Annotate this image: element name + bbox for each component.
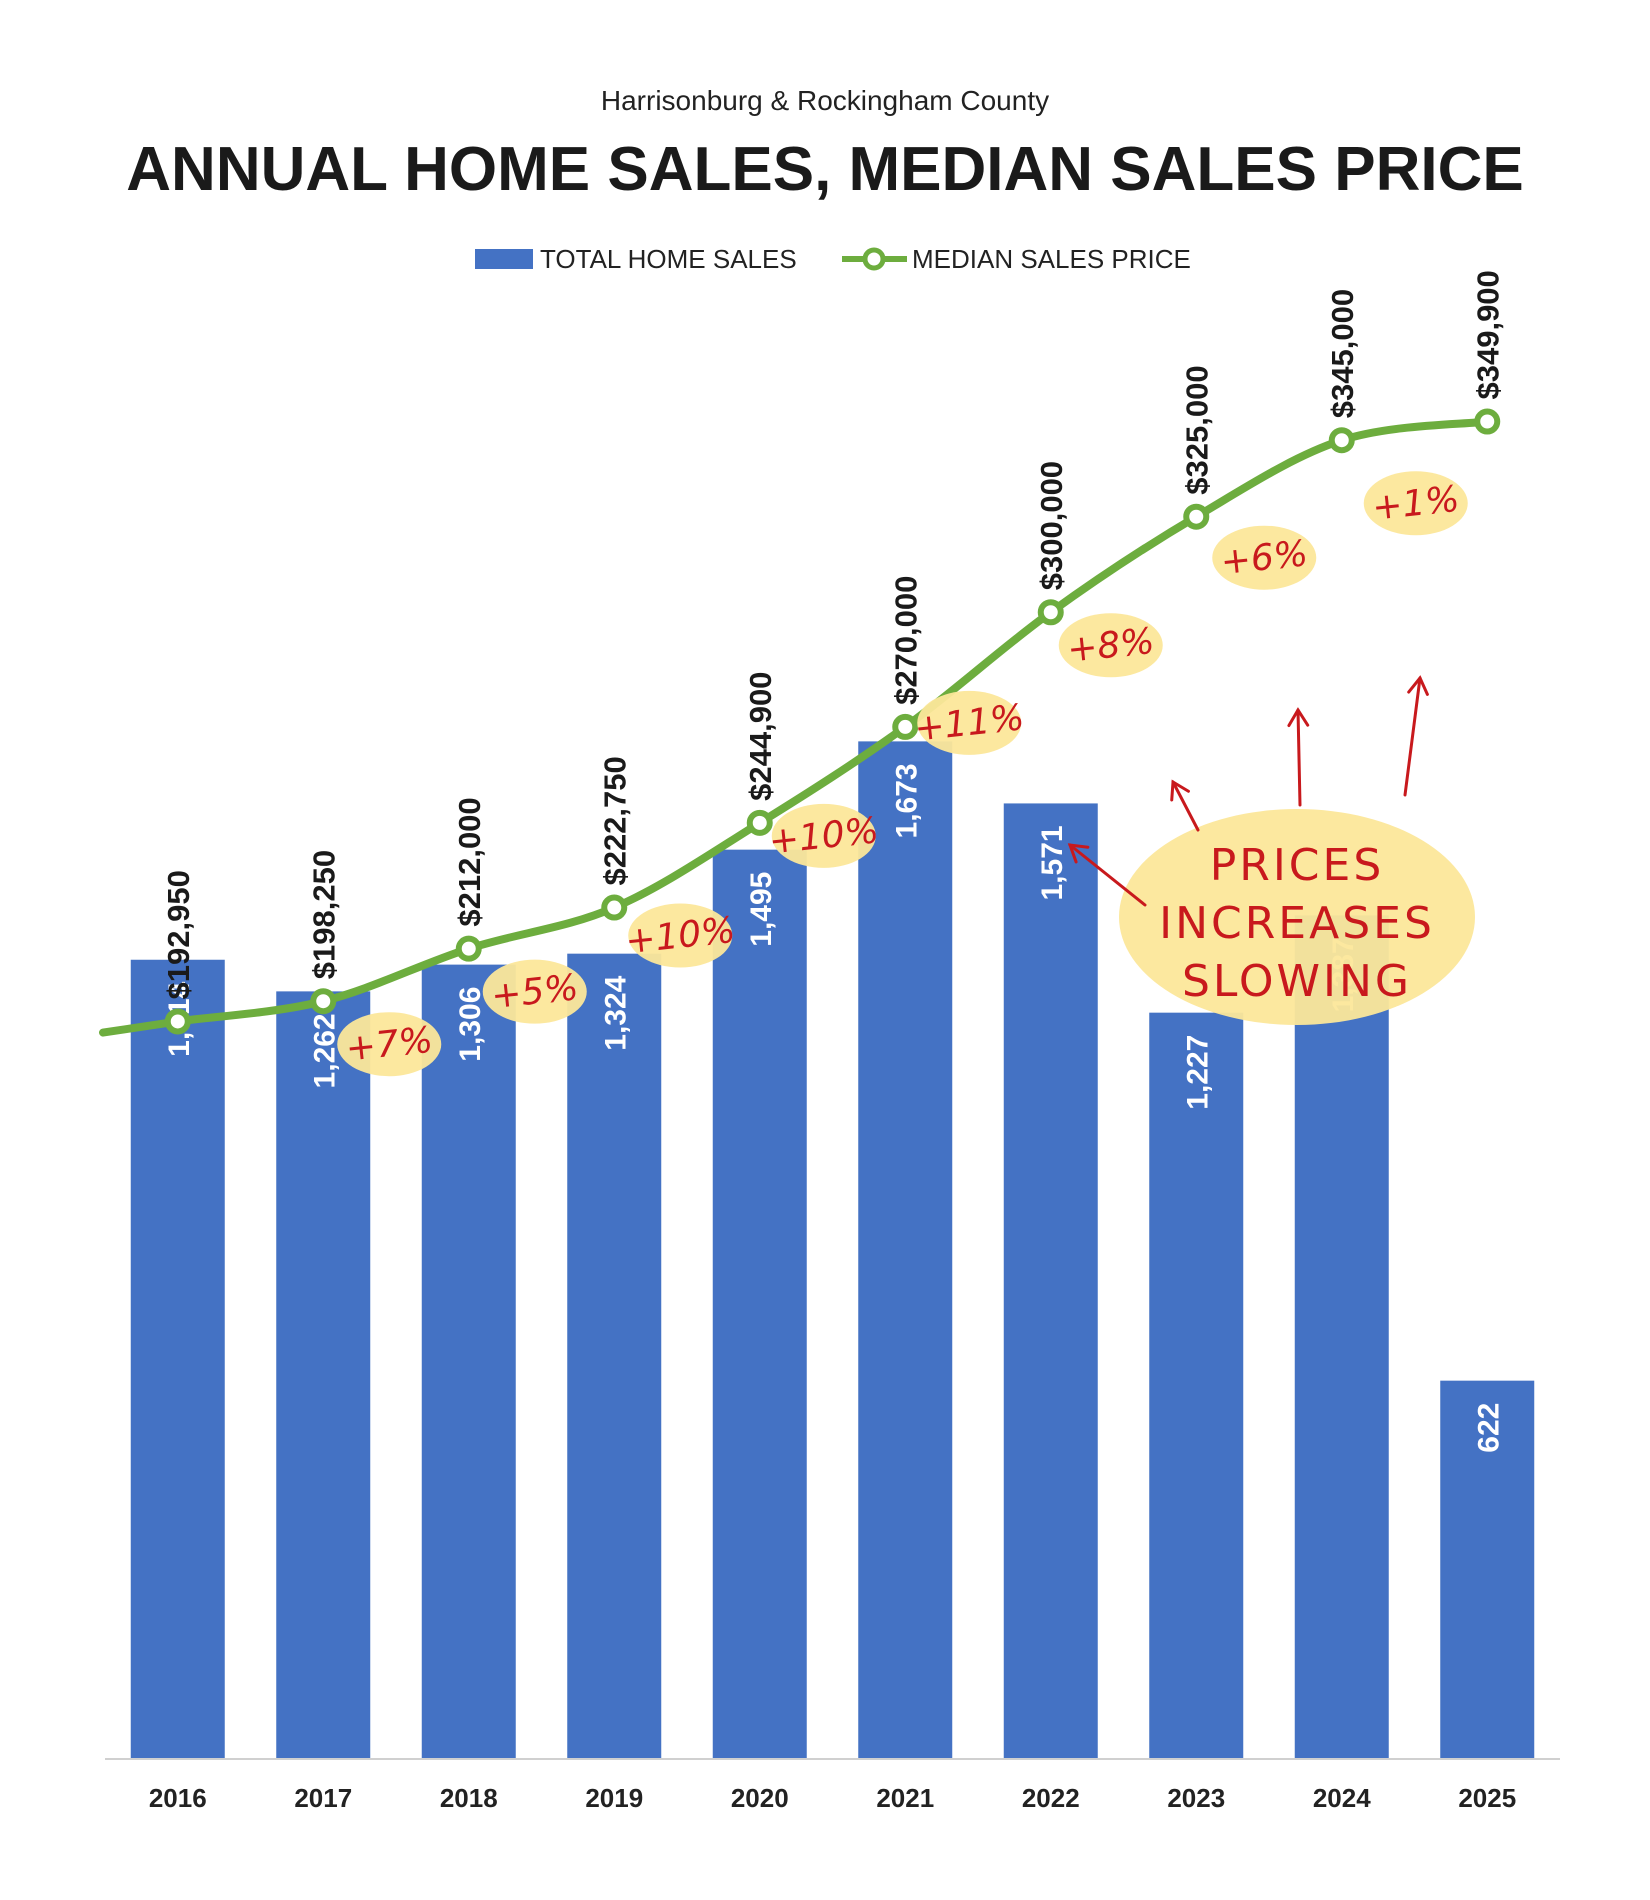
bar-2017 — [276, 991, 371, 1759]
bar-label-2017: 1,262 — [308, 1013, 341, 1088]
x-tick-label: 2020 — [731, 1783, 789, 1813]
legend: TOTAL HOME SALES MEDIAN SALES PRICE — [475, 244, 1191, 274]
bar-label-2019: 1,324 — [599, 975, 632, 1050]
price-series — [99, 408, 1501, 1037]
bar-series — [130, 741, 1535, 1759]
bar-2021 — [858, 741, 953, 1759]
price-label-2019: $222,750 — [597, 756, 632, 885]
chart-title: ANNUAL HOME SALES, MEDIAN SALES PRICE — [126, 135, 1523, 204]
callout-arrowhead — [1170, 779, 1190, 802]
bar-2025 — [1440, 1380, 1535, 1759]
price-point-2018 — [455, 935, 482, 962]
change-highlight — [337, 1012, 442, 1077]
legend-label-median-price: MEDIAN SALES PRICE — [912, 244, 1191, 274]
callout-arrowhead — [1287, 707, 1310, 728]
bar-label-2018: 1,306 — [454, 987, 487, 1062]
bar-2024 — [1294, 915, 1389, 1759]
change-highlight — [482, 959, 587, 1024]
price-point-2022 — [1037, 599, 1064, 626]
change-label: +7% — [344, 1020, 435, 1070]
price-label-2017: $198,250 — [306, 850, 341, 979]
price-label-2016: $192,950 — [161, 870, 196, 999]
x-tick-label: 2025 — [1458, 1783, 1516, 1813]
price-point-2019 — [601, 894, 628, 921]
x-tick-label: 2021 — [876, 1783, 934, 1813]
price-point-2023 — [1183, 503, 1210, 530]
price-point-2021 — [892, 713, 919, 740]
callout-highlight — [1119, 809, 1475, 1025]
change-label: +1% — [1370, 479, 1461, 529]
x-tick-label: 2023 — [1167, 1783, 1225, 1813]
change-highlight — [1058, 613, 1163, 678]
change-label: +8% — [1065, 621, 1156, 671]
price-data-labels: $192,950 $198,250 $212,000 $222,750 $244,900… — [161, 270, 1506, 999]
bar-label-2020: 1,495 — [745, 872, 778, 947]
bar-2020 — [712, 849, 807, 1759]
price-label-2018: $212,000 — [452, 797, 487, 926]
x-tick-label: 2016 — [149, 1783, 207, 1813]
x-tick-label: 2022 — [1022, 1783, 1080, 1813]
price-label-2023: $325,000 — [1179, 365, 1214, 494]
callout-text-line: SLOWING — [1182, 956, 1412, 1007]
bar-2016 — [130, 959, 225, 1759]
change-highlight — [771, 803, 876, 868]
callout-arrow — [1296, 708, 1302, 807]
bar-label-2021: 1,673 — [890, 763, 923, 838]
callout-arrowhead — [1067, 843, 1090, 864]
callout-text-line: INCREASES — [1159, 898, 1435, 949]
change-label: +6% — [1219, 533, 1310, 583]
bar-2019 — [567, 953, 662, 1759]
change-highlight — [917, 690, 1022, 755]
bar-label-2023: 1,227 — [1181, 1035, 1214, 1110]
legend-label-home-sales: TOTAL HOME SALES — [540, 244, 797, 274]
change-highlight — [1212, 525, 1317, 590]
callout-arrowhead — [1407, 675, 1429, 696]
bar-2022 — [1003, 803, 1098, 1759]
bar-label-2022: 1,571 — [1036, 825, 1069, 900]
price-label-2020: $244,900 — [743, 672, 778, 801]
x-tick-label: 2024 — [1313, 1783, 1371, 1813]
price-label-2024: $345,000 — [1325, 289, 1360, 418]
callout-arrow — [1171, 780, 1200, 832]
bar-2018 — [421, 964, 516, 1759]
bar-2023 — [1149, 1012, 1244, 1759]
annotations: +7%+5%+10%+10%+11%+8%+6%+1%PRICESINCREAS… — [337, 471, 1475, 1077]
legend-swatch-home-sales — [475, 249, 533, 269]
x-tick-label: 2019 — [585, 1783, 643, 1813]
callout-arrow — [1403, 676, 1422, 797]
price-point-2024 — [1328, 427, 1355, 454]
price-point-2016 — [164, 1008, 191, 1035]
price-point-2020 — [746, 809, 773, 836]
callout-text-line: PRICES — [1210, 840, 1385, 891]
x-axis-ticks: 2016 2017 2018 2019 2020 2021 2022 2023 2024 2025 — [149, 1783, 1516, 1813]
callout-arrow — [1068, 843, 1147, 907]
bar-label-2025: 622 — [1472, 1403, 1505, 1453]
price-point-2017 — [310, 988, 337, 1015]
x-tick-label: 2018 — [440, 1783, 498, 1813]
price-point-2025 — [1474, 408, 1501, 435]
price-label-2022: $300,000 — [1034, 461, 1069, 590]
x-tick-label: 2017 — [294, 1783, 352, 1813]
change-label: +5% — [489, 967, 580, 1017]
legend-swatch-marker-median-price — [862, 247, 886, 271]
price-label-2021: $270,000 — [888, 576, 923, 705]
change-highlight — [628, 903, 733, 968]
change-highlight — [1363, 471, 1468, 536]
price-label-2025: $349,900 — [1470, 270, 1505, 399]
chart-subtitle: Harrisonburg & Rockingham County — [601, 85, 1049, 116]
